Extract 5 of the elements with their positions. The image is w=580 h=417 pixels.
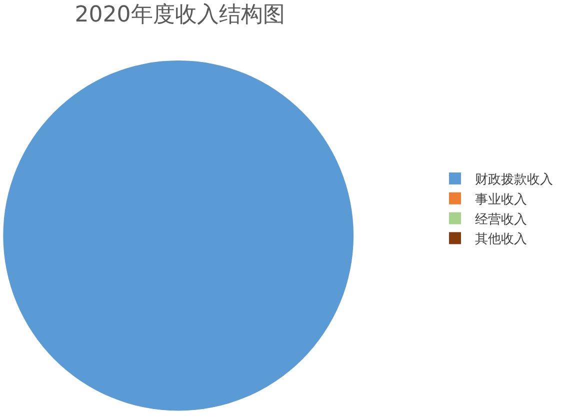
legend-label: 其他收入 <box>475 232 527 248</box>
legend-label: 经营收入 <box>475 212 527 228</box>
chart-title: 2020年度收入结构图 <box>74 2 285 28</box>
legend-label: 财政拨款收入 <box>475 172 553 188</box>
legend-label: 事业收入 <box>475 192 527 208</box>
